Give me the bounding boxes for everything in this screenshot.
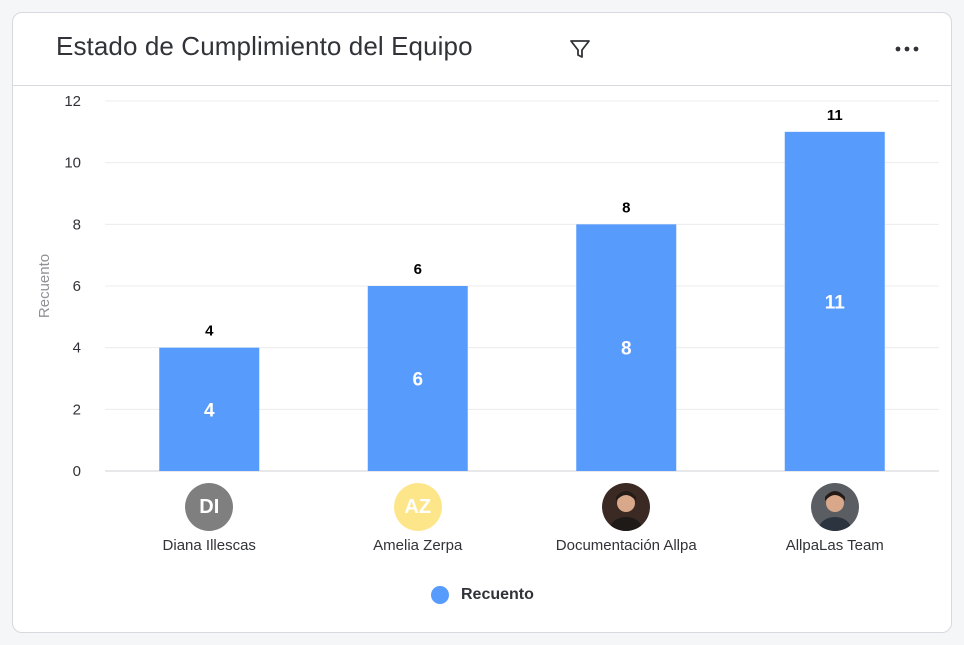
x-tick-label: Amelia Zerpa [373, 537, 463, 554]
bar-chart: 0 2 4 6 8 10 12 Recuento 4 4 6 6 8 8 11 11 [36, 93, 939, 480]
y-tick-label: 4 [73, 340, 81, 357]
y-axis-title: Recuento [36, 254, 53, 318]
y-tick-label: 0 [73, 463, 81, 480]
avatar: AZ [393, 483, 442, 531]
avatar [810, 483, 859, 531]
chart-widget: Estado de Cumplimiento del Equipo 0 2 4 6 8 1… [12, 12, 952, 633]
filter-icon [570, 40, 590, 58]
x-tick-label: AllpaLas Team [785, 537, 884, 554]
x-tick-label: Documentación Allpa [555, 537, 697, 554]
bar-inner-label: 8 [621, 339, 632, 360]
bar-value-label: 4 [205, 323, 214, 340]
bar [784, 131, 885, 471]
y-tick-label: 10 [64, 155, 81, 172]
filter-button[interactable] [566, 35, 594, 63]
y-tick-label: 6 [73, 278, 81, 295]
bar [367, 286, 468, 471]
bar-inner-label: 4 [204, 400, 215, 421]
widget-header: Estado de Cumplimiento del Equipo [13, 13, 951, 86]
bar [576, 224, 677, 471]
legend-swatch [431, 586, 449, 604]
bar-value-label: 6 [414, 261, 422, 278]
y-tick-label: 12 [64, 93, 81, 110]
legend-label: Recuento [461, 586, 534, 603]
bar [159, 347, 260, 471]
y-tick-label: 8 [73, 216, 81, 233]
bar-inner-label: 6 [412, 370, 423, 391]
y-tick-label: 2 [73, 401, 81, 418]
bar-inner-label: 11 [825, 292, 846, 313]
bar-value-label: 11 [827, 107, 843, 124]
avatar: DI [185, 483, 234, 531]
more-options-button[interactable] [889, 35, 925, 63]
x-tick-label: Diana Illescas [162, 537, 256, 554]
legend-item[interactable]: Recuento [431, 584, 534, 606]
avatar [602, 483, 651, 531]
more-horizontal-icon [895, 46, 919, 52]
widget-title: Estado de Cumplimiento del Equipo [56, 31, 473, 61]
bar-value-label: 8 [622, 199, 630, 216]
